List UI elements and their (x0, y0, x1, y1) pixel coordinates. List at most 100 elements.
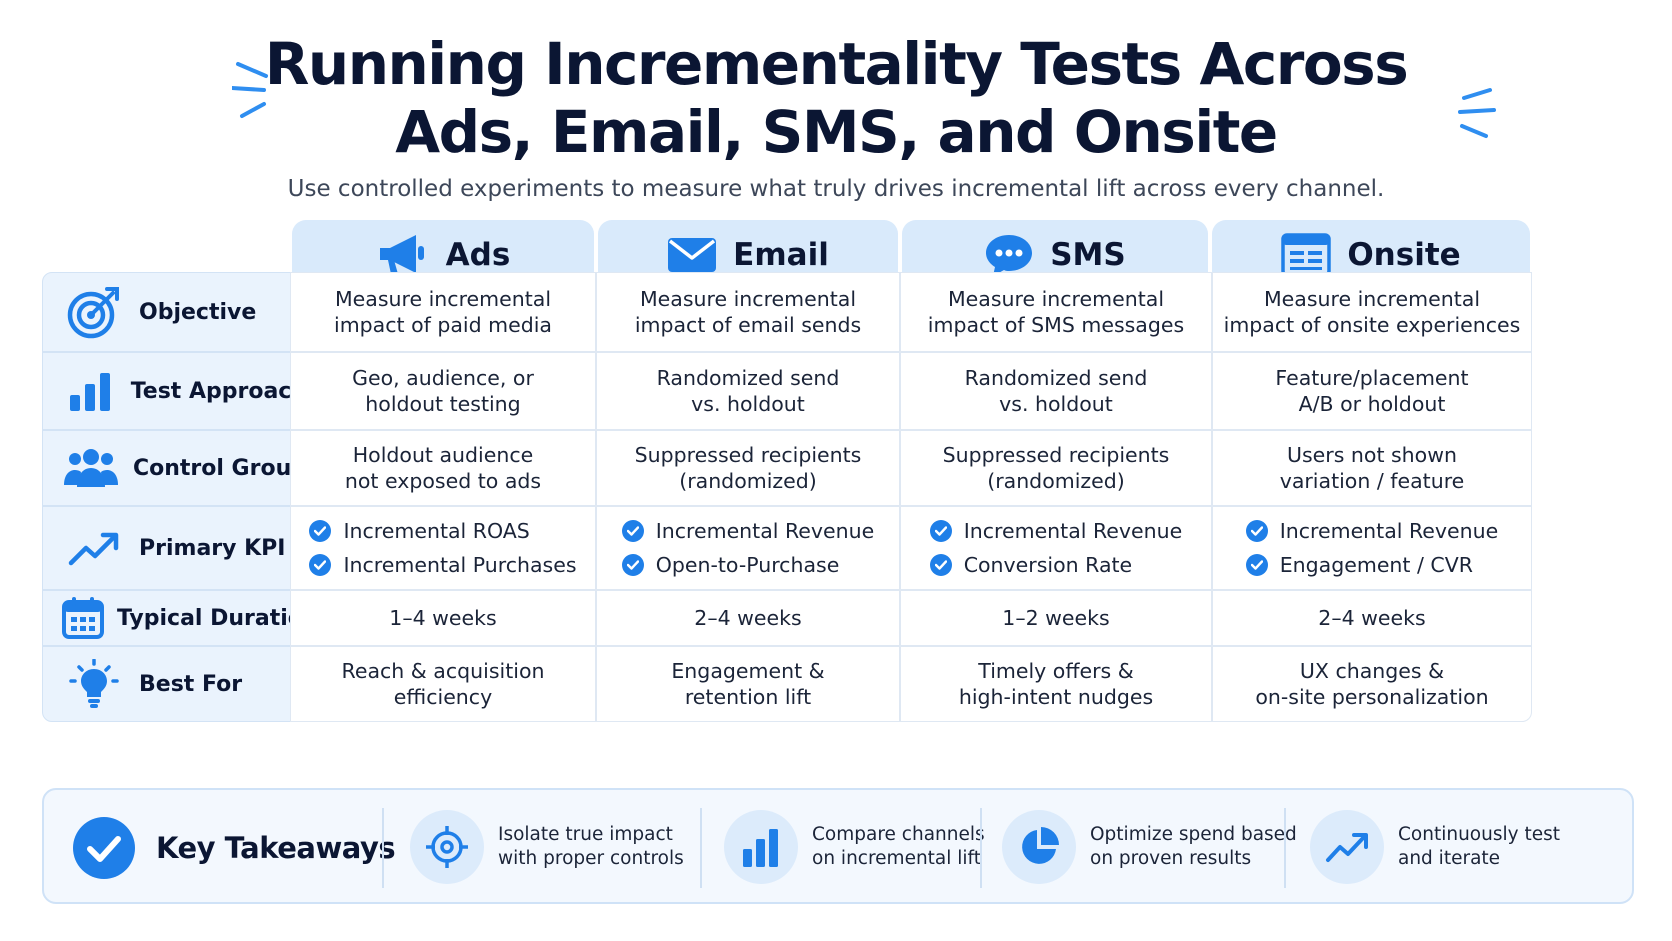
cell-text: Feature/placement (1275, 366, 1469, 390)
target-icon (67, 287, 119, 339)
divider (382, 808, 384, 888)
takeaway-item-iterate: Continuously test and iterate (1310, 810, 1560, 884)
browser-window-icon (1281, 233, 1332, 277)
cell-text: variation / feature (1279, 469, 1465, 493)
column-label-onsite: Onsite (1347, 237, 1461, 273)
kpi-label: Incremental Revenue (1279, 519, 1499, 543)
cell-objective-sms: Measure incremental impact of SMS message… (900, 272, 1212, 352)
divider (700, 808, 702, 888)
page-title: Running Incrementality Tests Across Ads,… (0, 30, 1672, 166)
lightbulb-icon (69, 659, 119, 708)
cell-text: on-site personalization (1255, 685, 1489, 709)
row-label-primary-kpi: Primary KPI (139, 535, 286, 561)
cell-kpi-sms: Incremental Revenue Conversion Rate (900, 506, 1212, 590)
check-icon (1245, 554, 1268, 576)
row-label-typical-duration: Typical Duration (117, 605, 319, 631)
sparkle-right-icon (1458, 88, 1496, 138)
cell-text: Holdout audience (352, 443, 534, 467)
check-icon (309, 554, 332, 576)
key-takeaways-panel: Key Takeaways Isolate true impact with pr… (42, 788, 1634, 904)
cell-objective-onsite: Measure incremental impact of onsite expe… (1212, 272, 1532, 352)
cell-approach-ads: Geo, audience, or holdout testing (290, 352, 596, 430)
check-icon (929, 554, 952, 576)
row-header-objective: Objective (42, 272, 308, 352)
cell-text: Engagement & (671, 659, 825, 683)
cell-best-for-sms: Timely offers & high-intent nudges (900, 646, 1212, 722)
crosshair-icon (426, 826, 468, 868)
takeaway-text: Continuously test (1398, 824, 1560, 845)
kpi-item: Incremental ROAS (309, 518, 576, 544)
column-label-ads: Ads (445, 237, 511, 273)
cell-duration-ads: 1–4 weeks (290, 590, 596, 646)
cell-text: vs. holdout (691, 392, 805, 416)
column-label-email: Email (733, 237, 829, 273)
cell-kpi-email: Incremental Revenue Open-to-Purchase (596, 506, 900, 590)
cell-text: impact of email sends (634, 313, 862, 337)
column-label-sms: SMS (1050, 237, 1126, 273)
users-icon (63, 449, 118, 487)
cell-text: vs. holdout (999, 392, 1113, 416)
trend-up-icon (1326, 833, 1368, 862)
kpi-item: Incremental Revenue (621, 518, 875, 544)
kpi-item: Conversion Rate (929, 552, 1183, 578)
megaphone-icon (379, 235, 424, 274)
cell-text: Reach & acquisition (341, 659, 545, 683)
cell-text: Randomized send (656, 366, 840, 390)
cell-kpi-onsite: Incremental Revenue Engagement / CVR (1212, 506, 1532, 590)
cell-text: Users not shown (1286, 443, 1457, 467)
comparison-table: Ads Email SMS Onsite (42, 220, 1634, 770)
cell-text: Measure incremental (1263, 287, 1481, 311)
cell-text: Measure incremental (639, 287, 857, 311)
row-label-test-approach: Test Approach (130, 378, 307, 404)
cell-text: Timely offers & (978, 659, 1134, 683)
cell-control-onsite: Users not shown variation / feature (1212, 430, 1532, 506)
cell-approach-email: Randomized send vs. holdout (596, 352, 900, 430)
kpi-label: Engagement / CVR (1279, 553, 1473, 577)
cell-kpi-ads: Incremental ROAS Incremental Purchases (290, 506, 596, 590)
takeaway-text: Isolate true impact (498, 824, 673, 845)
kpi-item: Open-to-Purchase (621, 552, 875, 578)
cell-text: Measure incremental (334, 287, 552, 311)
takeaway-text: Compare channels (812, 824, 985, 845)
cell-text: (randomized) (987, 469, 1125, 493)
cell-text: impact of SMS messages (927, 313, 1185, 337)
cell-duration-sms: 1–2 weeks (900, 590, 1212, 646)
cell-objective-ads: Measure incremental impact of paid media (290, 272, 596, 352)
cell-best-for-onsite: UX changes & on-site personalization (1212, 646, 1532, 722)
row-header-primary-kpi: Primary KPI (42, 506, 308, 590)
cell-text: retention lift (684, 685, 812, 709)
row-label-best-for: Best For (139, 671, 243, 697)
divider (1284, 808, 1286, 888)
cell-approach-onsite: Feature/placement A/B or holdout (1212, 352, 1532, 430)
check-icon (621, 520, 644, 542)
row-header-test-approach: Test Approach (42, 352, 308, 430)
cell-text: high-intent nudges (958, 685, 1154, 709)
key-takeaways-heading: Key Takeaways (72, 816, 396, 880)
row-header-control-group: Control Group (42, 430, 308, 506)
cell-text: impact of paid media (334, 313, 552, 337)
cell-duration-onsite: 2–4 weeks (1212, 590, 1532, 646)
bar-chart-icon (743, 829, 778, 867)
title-line-2: Ads, Email, SMS, and Onsite (395, 98, 1278, 166)
cell-text: holdout testing (365, 392, 521, 416)
check-icon (309, 520, 332, 542)
row-header-best-for: Best For (42, 646, 308, 722)
cell-text: not exposed to ads (344, 469, 542, 493)
takeaway-text: on incremental lift (812, 848, 982, 869)
row-label-control-group: Control Group (132, 455, 307, 481)
cell-text: A/B or holdout (1298, 392, 1446, 416)
trend-up-icon (68, 532, 119, 566)
cell-control-ads: Holdout audience not exposed to ads (290, 430, 596, 506)
page-subtitle: Use controlled experiments to measure wh… (287, 176, 1385, 202)
check-icon (929, 520, 952, 542)
sparkle-left-icon (232, 62, 268, 118)
chat-bubble-icon (986, 235, 1033, 276)
row-label-objective: Objective (139, 299, 257, 325)
calendar-icon (62, 597, 104, 639)
cell-text: (randomized) (679, 469, 817, 493)
kpi-label: Incremental Revenue (655, 519, 875, 543)
bar-chart-icon (69, 373, 110, 411)
takeaway-text: and iterate (1398, 848, 1501, 869)
row-header-typical-duration: Typical Duration (42, 590, 319, 646)
cell-approach-sms: Randomized send vs. holdout (900, 352, 1212, 430)
